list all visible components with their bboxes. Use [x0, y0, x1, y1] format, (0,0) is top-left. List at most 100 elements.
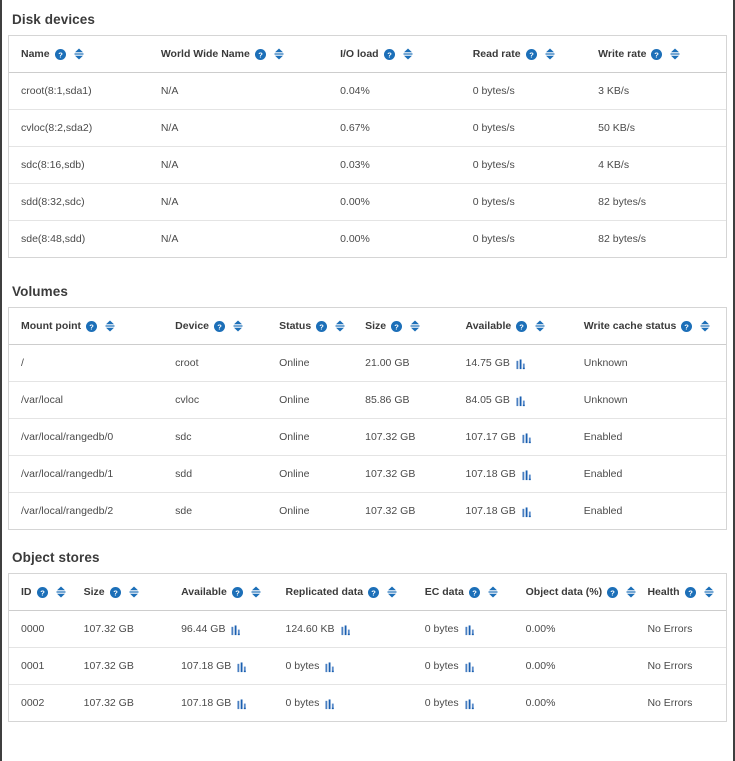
help-icon[interactable]: ?: [516, 320, 528, 332]
sort-icon[interactable]: [545, 48, 555, 60]
cell-value: N/A: [160, 196, 179, 208]
svg-text:?: ?: [472, 588, 477, 597]
sort-icon[interactable]: [274, 48, 284, 60]
help-icon[interactable]: ?: [681, 320, 693, 332]
cell-value: sde(8:48,sdd): [21, 233, 86, 245]
bar-chart-icon[interactable]: [516, 358, 527, 370]
column-header-inner: World Wide Name?: [161, 48, 284, 60]
sort-icon[interactable]: [410, 320, 420, 332]
bar-chart-icon[interactable]: [341, 624, 352, 636]
table-cell: 0 bytes: [274, 685, 413, 722]
bar-chart-icon[interactable]: [465, 624, 476, 636]
column-header-write-rate[interactable]: Write rate?: [586, 36, 726, 73]
bar-chart-icon[interactable]: [465, 661, 476, 673]
sort-icon[interactable]: [700, 320, 710, 332]
column-header-world-wide-name[interactable]: World Wide Name?: [148, 36, 329, 73]
column-header-replicated-data[interactable]: Replicated data?: [273, 574, 413, 611]
bar-chart-icon[interactable]: [522, 469, 533, 481]
help-icon[interactable]: ?: [607, 586, 619, 598]
cell-value: N/A: [160, 85, 179, 97]
cell-value: /: [21, 357, 24, 369]
cell-value: /var/local/rangedb/0: [21, 431, 114, 443]
bar-chart-icon[interactable]: [237, 698, 248, 710]
table-cell: 0.04%: [328, 72, 461, 110]
column-header-health[interactable]: Health?: [635, 574, 726, 611]
sort-icon[interactable]: [74, 48, 84, 60]
sort-icon[interactable]: [535, 320, 545, 332]
column-header-size[interactable]: Size?: [71, 574, 170, 611]
table-cell: Unknown: [571, 381, 726, 419]
sort-icon[interactable]: [488, 586, 498, 598]
sort-icon[interactable]: [626, 586, 636, 598]
table-cell: 0002: [9, 685, 72, 722]
column-header-status[interactable]: Status?: [267, 308, 354, 345]
bar-chart-icon[interactable]: [465, 698, 476, 710]
help-icon[interactable]: ?: [368, 586, 380, 598]
object-stores-thead: ID? Size? Available? Replicated data? EC dat…: [9, 574, 726, 611]
column-header-object-data[interactable]: Object data (%)?: [513, 574, 636, 611]
help-icon[interactable]: ?: [109, 586, 121, 598]
column-header-read-rate[interactable]: Read rate?: [460, 36, 587, 73]
bar-chart-icon[interactable]: [237, 661, 248, 673]
sort-icon[interactable]: [403, 48, 413, 60]
svg-text:?: ?: [387, 50, 392, 59]
help-icon[interactable]: ?: [391, 320, 403, 332]
cell-inner: cvloc(8:2,sda2): [21, 122, 92, 134]
cell-inner: 0 bytes: [425, 623, 476, 635]
help-icon[interactable]: ?: [231, 586, 243, 598]
column-header-size[interactable]: Size?: [353, 308, 454, 345]
table-cell: 0 bytes/s: [460, 72, 587, 110]
help-icon[interactable]: ?: [468, 586, 480, 598]
column-header-label: Object data (%): [525, 586, 603, 598]
help-icon[interactable]: ?: [254, 48, 266, 60]
sort-icon[interactable]: [704, 586, 714, 598]
help-icon[interactable]: ?: [684, 586, 696, 598]
cell-value: /var/local/rangedb/1: [21, 468, 114, 480]
column-header-mount-point[interactable]: Mount point?: [9, 308, 164, 345]
sort-icon[interactable]: [105, 320, 115, 332]
bar-chart-icon[interactable]: [516, 395, 527, 407]
sort-icon[interactable]: [233, 320, 243, 332]
table-cell: cvloc: [163, 381, 268, 419]
cell-value: N/A: [160, 233, 179, 245]
svg-text:?: ?: [58, 50, 63, 59]
table-cell: Online: [267, 455, 354, 493]
help-icon[interactable]: ?: [36, 586, 48, 598]
help-icon[interactable]: ?: [651, 48, 663, 60]
column-header-id[interactable]: ID?: [9, 574, 72, 611]
column-header-device[interactable]: Device?: [163, 308, 268, 345]
bar-chart-icon[interactable]: [522, 506, 533, 518]
help-icon[interactable]: ?: [383, 48, 395, 60]
column-header-available[interactable]: Available?: [169, 574, 274, 611]
help-icon[interactable]: ?: [214, 320, 225, 332]
cell-value: 107.32 GB: [365, 431, 416, 443]
table-cell: 0 bytes/s: [460, 183, 587, 221]
bar-chart-icon[interactable]: [231, 624, 242, 636]
svg-text:?: ?: [217, 322, 222, 331]
cell-value: croot: [175, 357, 199, 369]
bar-chart-icon[interactable]: [325, 698, 336, 710]
table-row: sde(8:48,sdd) N/A 0.00% 0 bytes/s 82 bytes/s: [9, 221, 726, 258]
column-header-label: Write rate: [598, 48, 647, 60]
sort-icon[interactable]: [335, 320, 345, 332]
bar-chart-icon[interactable]: [325, 661, 336, 673]
sort-icon[interactable]: [387, 586, 397, 598]
sort-icon[interactable]: [251, 586, 261, 598]
help-icon[interactable]: ?: [86, 320, 98, 332]
cell-value: Unknown: [583, 394, 628, 406]
column-header-write-cache-status[interactable]: Write cache status?: [571, 308, 726, 345]
sort-icon[interactable]: [670, 48, 680, 60]
column-header-i-o-load[interactable]: I/O load?: [328, 36, 461, 73]
cell-value: 0000: [21, 623, 45, 635]
sort-icon[interactable]: [129, 586, 139, 598]
help-icon[interactable]: ?: [54, 48, 66, 60]
help-icon[interactable]: ?: [525, 48, 537, 60]
bar-chart-icon[interactable]: [522, 432, 533, 444]
column-header-name[interactable]: Name?: [9, 36, 149, 73]
column-header-available[interactable]: Available?: [453, 308, 572, 345]
column-header-inner: Replicated data?: [286, 586, 398, 598]
column-header-ec-data[interactable]: EC data?: [412, 574, 514, 611]
cell-value: 124.60 KB: [285, 623, 335, 635]
help-icon[interactable]: ?: [316, 320, 328, 332]
sort-icon[interactable]: [56, 586, 66, 598]
